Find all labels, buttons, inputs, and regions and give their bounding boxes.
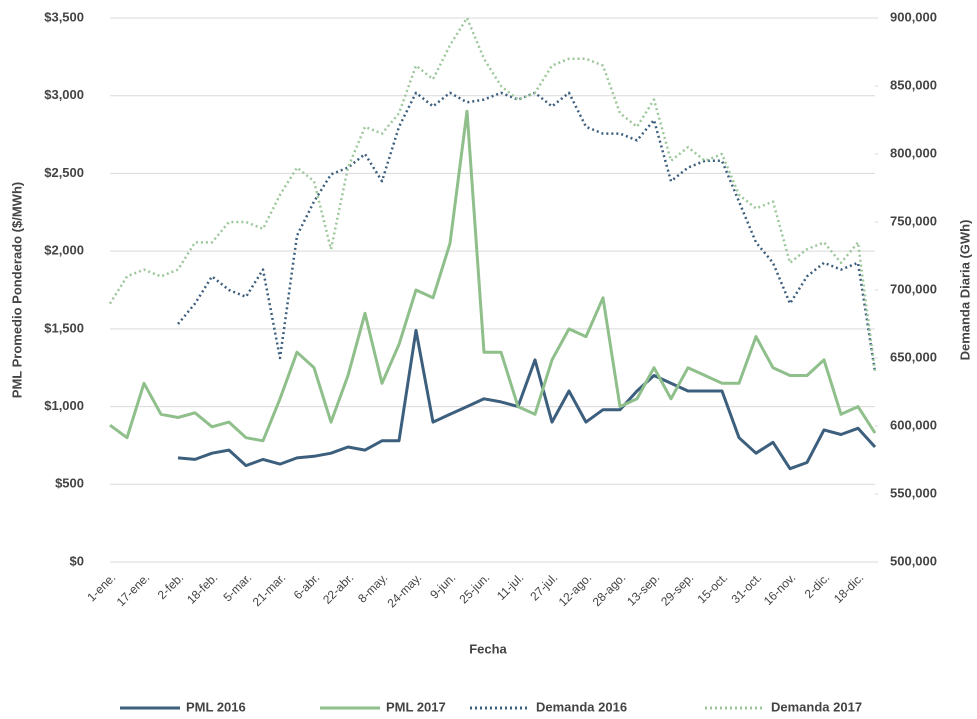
legend-label: PML 2016 (186, 699, 246, 714)
x-tick-label: 25-jun. (457, 570, 493, 606)
legend-label: Demanda 2016 (536, 699, 627, 714)
x-axis-label: Fecha (469, 641, 507, 656)
x-tick-label: 31-oct. (729, 570, 765, 606)
x-tick-label: 6-abr. (291, 570, 323, 602)
y-tick-label: $3,500 (44, 9, 84, 24)
series-line (108, 16, 877, 372)
y2-axis-label: Demanda Diaria (GWh) (957, 220, 972, 361)
y2-tick-label: 800,000 (890, 145, 937, 160)
x-tick-label: 2-feb. (155, 570, 187, 602)
series-line (177, 91, 877, 372)
x-tick-label: 18-feb. (184, 570, 220, 606)
y2-tick-label: 700,000 (890, 281, 937, 296)
y-tick-label: $1,500 (44, 320, 84, 335)
x-tick-label: 21-mar. (250, 570, 289, 609)
x-tick-label: 17-ene. (114, 570, 153, 609)
x-tick-label: 16-nov. (761, 570, 799, 608)
x-tick-label: 13-sep. (624, 570, 662, 608)
x-tick-label: 15-oct. (695, 570, 731, 606)
y2-tick-label: 500,000 (890, 553, 937, 568)
y-tick-label: $1,000 (44, 398, 84, 413)
x-tick-label: 11-jul. (494, 570, 526, 602)
x-tick-label: 29-sep. (658, 570, 696, 608)
x-tick-label: 18-dic. (831, 570, 866, 605)
y2-tick-label: 850,000 (890, 77, 937, 92)
x-tick-label: 9-jun. (427, 570, 458, 601)
x-tick-label: 28-ago. (590, 570, 629, 609)
y-tick-label: $2,000 (44, 243, 84, 258)
series-line (177, 328, 877, 471)
x-tick-label: 2-dic. (802, 570, 833, 601)
y-axis-label: PML Promedio Ponderado ($/MWh) (9, 182, 24, 398)
y2-tick-label: 650,000 (890, 349, 937, 364)
x-tick-label: 22-abr. (320, 570, 356, 606)
legend-label: Demanda 2017 (771, 699, 862, 714)
legend-label: PML 2017 (386, 699, 446, 714)
y-tick-label: $0 (70, 553, 84, 568)
y-tick-label: $500 (55, 476, 84, 491)
y2-tick-label: 900,000 (890, 9, 937, 24)
x-tick-label: 12-ago. (556, 570, 595, 609)
series-line (109, 109, 877, 443)
y2-tick-label: 600,000 (890, 417, 937, 432)
y-tick-label: $2,500 (44, 165, 84, 180)
y-tick-label: $3,000 (44, 87, 84, 102)
y2-tick-label: 550,000 (890, 485, 937, 500)
y2-tick-label: 750,000 (890, 213, 937, 228)
x-tick-label: 24-may. (384, 570, 424, 610)
